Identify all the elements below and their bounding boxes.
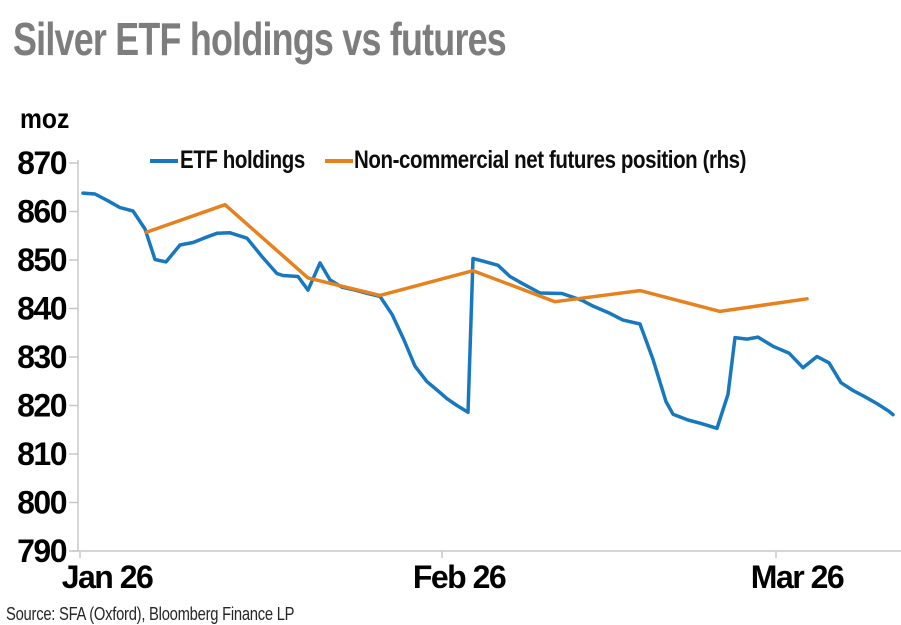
legend-label-futures: Non-commercial net futures position (rhs…: [354, 146, 747, 174]
y-tick-label: 790: [17, 533, 67, 569]
legend-label-etf-holdings: ETF holdings: [180, 146, 305, 174]
y-tick-label: 830: [17, 339, 67, 375]
etf-holdings-line: [81, 191, 895, 431]
x-tick-label: Mar 26: [751, 559, 844, 595]
source-note: Source: SFA (Oxford), Bloomberg Finance …: [6, 604, 295, 624]
y-tick-label: 840: [17, 291, 67, 327]
y-tick-label: 810: [17, 436, 67, 472]
y-axis-unit-label: moz: [20, 103, 70, 134]
y-tick-label: 860: [17, 194, 67, 230]
y-tick-label: 820: [17, 388, 67, 424]
futures-position-line: [144, 202, 809, 314]
y-tick-label: 800: [17, 485, 67, 521]
y-tick-label: 850: [17, 242, 67, 278]
legend-swatch-etf-holdings: [150, 159, 178, 163]
chart-title: Silver ETF holdings vs futures: [13, 13, 507, 65]
legend-swatch-futures: [325, 159, 353, 163]
x-tick-label: Jan 26: [62, 559, 153, 595]
x-tick-label: Feb 26: [413, 559, 506, 595]
y-tick-label: 870: [17, 145, 67, 181]
